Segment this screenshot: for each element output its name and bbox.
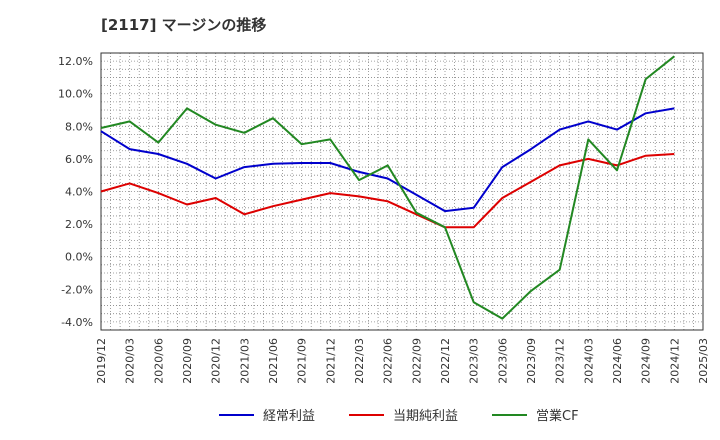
series-layer [100,55,675,320]
y-tick-label: 4.0% [65,186,93,199]
legend-label: 当期純利益 [393,409,458,424]
x-tick-label: 2024/06 [611,338,624,384]
legend-label: 経常利益 [263,409,315,424]
y-tick-label: -4.0% [61,316,93,329]
x-tick-label: 2024/09 [640,338,653,384]
x-tick-label: 2019/12 [95,338,108,384]
x-tick-label: 2020/03 [124,338,137,384]
x-tick-label: 2021/12 [324,338,337,384]
x-tick-label: 2023/06 [496,338,509,384]
y-tick-label: 0.0% [65,251,93,264]
series-line-2 [100,153,675,229]
y-tick-label: -2.0% [61,283,93,296]
x-tick-label: 2021/06 [267,338,280,384]
grid-layer [101,53,703,330]
x-tick-label: 2020/09 [181,338,194,384]
series-line-1 [100,107,675,213]
y-axis-ticks: -4.0% -2.0% 0.0% 2.0% 4.0% 6.0% 8.0% 10.0% 12.0% [58,55,93,329]
x-tick-label: 2020/06 [152,338,165,384]
x-tick-label: 2021/03 [238,338,251,384]
x-tick-label: 2024/03 [582,338,595,384]
y-tick-label: 2.0% [65,218,93,231]
x-tick-label: 2022/12 [439,338,452,384]
x-tick-label: 2025/03 [697,338,710,384]
x-tick-label: 2023/12 [554,338,567,384]
legend-label: 営業CF [536,408,579,424]
series-line-3 [100,55,675,320]
chart-title: [2117] マージンの推移 [101,16,267,34]
x-tick-label: 2022/06 [382,338,395,384]
x-tick-label: 2020/12 [210,338,223,384]
y-tick-label: 12.0% [58,55,93,68]
x-tick-label: 2021/09 [296,338,309,384]
y-tick-label: 8.0% [65,120,93,133]
x-tick-label: 2024/12 [668,338,681,384]
y-tick-label: 6.0% [65,153,93,166]
x-tick-label: 2023/09 [525,338,538,384]
x-tick-label: 2022/03 [353,338,366,384]
y-tick-label: 10.0% [58,88,93,101]
x-axis-ticks: 2019/12 2020/03 2020/06 2020/09 2020/12 2021/… [95,338,710,384]
x-tick-label: 2023/03 [468,338,481,384]
legend: 経常利益 当期純利益 営業CF [219,408,579,424]
x-tick-label: 2022/09 [410,338,423,384]
